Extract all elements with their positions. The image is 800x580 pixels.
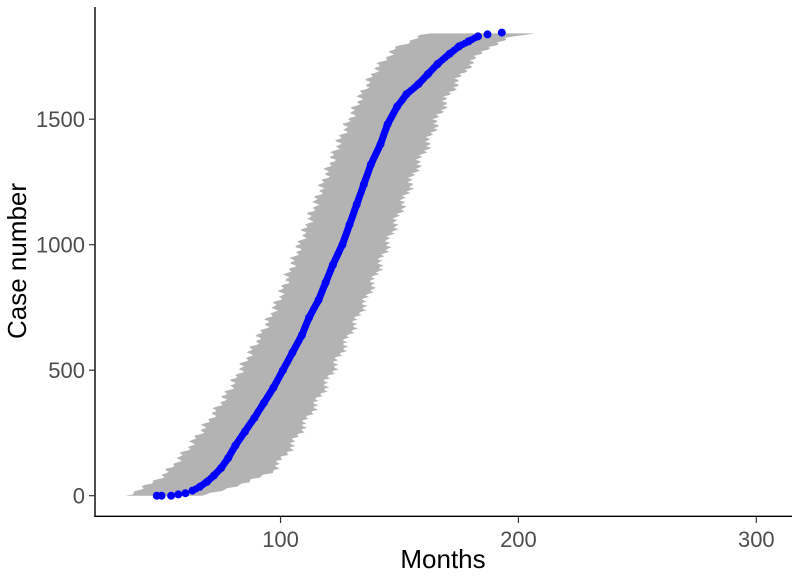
x-tick-label: 100 [262, 527, 299, 552]
data-point [278, 366, 287, 375]
data-point [305, 313, 314, 322]
data-point [376, 140, 385, 149]
data-point [288, 348, 297, 357]
data-point [195, 482, 204, 491]
data-point [433, 60, 442, 68]
data-point [464, 37, 473, 46]
data-point [445, 49, 454, 58]
data-point [298, 331, 306, 339]
data-point [188, 486, 197, 495]
data-point [181, 489, 190, 498]
data-point [231, 441, 240, 450]
data-point [224, 454, 233, 462]
y-axis-title: Case number [2, 183, 32, 339]
y-axis-ticks: 0 500 1000 1500 [36, 107, 95, 509]
x-axis-title: Months [400, 544, 485, 574]
x-axis-ticks: 100 200 300 [262, 517, 775, 552]
data-point [424, 70, 432, 78]
data-point [383, 120, 392, 129]
data-point [366, 160, 375, 169]
data-point [202, 477, 211, 486]
data-point [359, 180, 368, 189]
y-tick-label: 0 [73, 484, 85, 509]
data-point [328, 260, 337, 269]
data-point [455, 42, 463, 51]
data-point [314, 295, 323, 304]
y-tick-label: 1500 [36, 107, 85, 132]
data-point [352, 200, 361, 209]
data-point [402, 90, 411, 99]
data-point [497, 28, 506, 37]
data-point [345, 220, 354, 229]
data-point [209, 471, 218, 480]
data-point [240, 427, 249, 436]
data-point [174, 490, 183, 499]
data-points [152, 28, 506, 500]
x-tick-label: 300 [738, 527, 775, 552]
y-tick-label: 500 [48, 358, 85, 383]
data-point [393, 102, 402, 111]
data-point [217, 464, 226, 473]
data-point [250, 413, 259, 422]
data-point [269, 383, 278, 392]
data-point [338, 240, 347, 249]
data-point [474, 32, 482, 41]
data-point [483, 30, 492, 39]
y-tick-label: 1000 [36, 233, 85, 258]
data-point [414, 80, 423, 89]
x-tick-label: 200 [500, 527, 537, 552]
data-point [259, 398, 268, 407]
data-point [167, 491, 176, 500]
data-point [157, 491, 166, 500]
data-point [321, 278, 330, 287]
